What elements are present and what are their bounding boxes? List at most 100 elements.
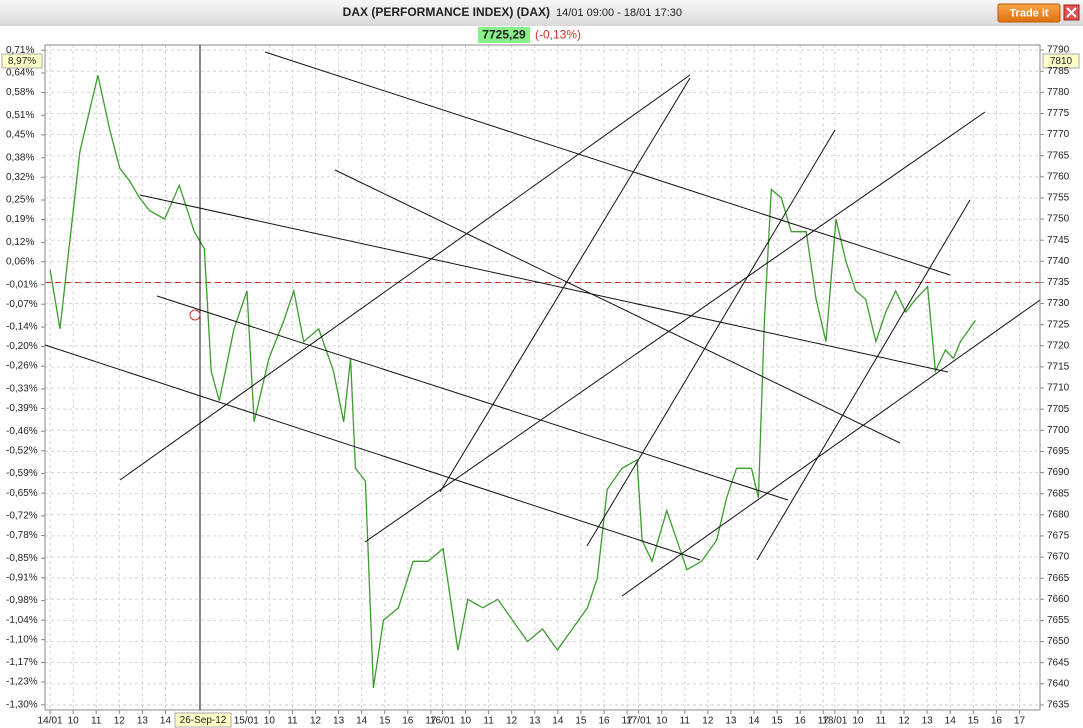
x-tick-label: 11: [91, 716, 102, 727]
y-tick-label: 7790: [1047, 45, 1070, 56]
trend-line: [621, 299, 1041, 597]
x-tick-label: 18/01: [822, 716, 847, 727]
x-tick-label: 13: [137, 716, 149, 727]
trend-line: [364, 111, 986, 543]
x-tick-label: 16: [402, 716, 414, 727]
price-box: [478, 27, 530, 43]
y-tick-label: 7785: [1047, 66, 1070, 77]
y-tick-label: 7780: [1047, 87, 1070, 98]
y-tick-label: 7685: [1047, 488, 1070, 499]
plot-frame: [44, 44, 1041, 711]
trend-line: [586, 129, 836, 547]
y2-tick-label: 0,58%: [6, 87, 34, 98]
y-tick-label: 7745: [1047, 235, 1070, 246]
y2-tick-label: 0,38%: [6, 152, 34, 163]
title-bar: [0, 0, 1083, 26]
y-tick-label: 7680: [1047, 509, 1070, 520]
y2-tick-label: -1,17%: [6, 657, 38, 668]
trend-line: [264, 51, 951, 276]
y2-tick-label: -0,01%: [6, 279, 38, 290]
x-tick-label: 13: [922, 716, 934, 727]
y-tick-label: 7775: [1047, 108, 1070, 119]
y-tick-label: 7770: [1047, 129, 1070, 140]
price-line: [49, 75, 976, 689]
y2-tick-label: 0,32%: [6, 172, 34, 183]
x-tick-label: 10: [460, 716, 472, 727]
y2-tick-label: -0,65%: [6, 488, 38, 499]
y-tick-label: 7715: [1047, 362, 1070, 373]
y2-tick-label: 0,71%: [6, 45, 34, 56]
x-tick-label: 15/01: [234, 716, 259, 727]
y-tick-label: 7660: [1047, 594, 1070, 605]
x-tick-label: 10: [656, 716, 668, 727]
x-tick-label: 12: [310, 716, 322, 727]
x-tick-label: 12: [702, 716, 714, 727]
x-tick-label: 14/01: [38, 716, 63, 727]
y2-tick-label: -1,10%: [6, 634, 38, 645]
x-tick-label: 17/01: [626, 716, 651, 727]
x-tick-label: 13: [333, 716, 345, 727]
x-tick-label: 10: [264, 716, 276, 727]
price-change: (-0,13%): [535, 28, 581, 42]
y2-tick-label: -0,52%: [6, 445, 38, 456]
last-price: 7725,29: [482, 28, 526, 42]
y2-tick-label: -0,98%: [6, 595, 38, 606]
x-tick-label: 15: [968, 716, 980, 727]
y-tick-label: 7725: [1047, 319, 1070, 330]
y-tick-label: 7665: [1047, 573, 1070, 584]
trend-line: [139, 194, 949, 373]
y2-tick-label: 0,06%: [6, 257, 34, 268]
trend-line: [44, 344, 701, 561]
x-tick-label: 15: [379, 716, 391, 727]
y-tick-label: 7635: [1047, 700, 1070, 711]
cursor-left: 8,97%: [8, 56, 36, 67]
y2-tick-label: -0,91%: [6, 572, 38, 583]
y-tick-label: 7710: [1047, 383, 1070, 394]
cursor-date-box: [174, 712, 232, 728]
y-tick-label: 7645: [1047, 657, 1070, 668]
x-tick-label: 16: [598, 716, 610, 727]
cursor-right: 7810: [1050, 56, 1073, 67]
trend-line: [119, 74, 691, 481]
y2-tick-label: -0,39%: [6, 403, 38, 414]
y-tick-label: 7755: [1047, 193, 1070, 204]
x-tick-label: 16/01: [430, 716, 455, 727]
date-range: 14/01 09:00 - 18/01 17:30: [556, 7, 682, 19]
x-tick-label: 17: [1014, 716, 1026, 727]
x-tick-label: 16: [795, 716, 807, 727]
trade-button-label[interactable]: Trade it: [1009, 7, 1048, 19]
x-tick-label: 17: [622, 716, 634, 727]
y2-tick-label: -0,14%: [6, 322, 38, 333]
y-tick-label: 7700: [1047, 425, 1070, 436]
x-tick-label: 10: [68, 716, 80, 727]
y2-tick-label: 0,25%: [6, 195, 34, 206]
trade-button[interactable]: [997, 3, 1061, 23]
y2-tick-label: 0,19%: [6, 214, 34, 225]
y-tick-label: 7650: [1047, 636, 1070, 647]
y2-tick-label: 0,45%: [6, 130, 34, 141]
y2-tick-label: -0,26%: [6, 361, 38, 372]
y2-tick-label: 0,51%: [6, 110, 34, 121]
y-tick-label: 7695: [1047, 446, 1070, 457]
x-tick-label: 15: [772, 716, 784, 727]
x-tick-label: 11: [876, 716, 887, 727]
trend-line: [756, 199, 971, 561]
x-tick-label: 16: [991, 716, 1003, 727]
y2-tick-label: -0,78%: [6, 530, 38, 541]
close-icon[interactable]: [1066, 7, 1077, 18]
y-tick-label: 7735: [1047, 277, 1070, 288]
y2-tick-label: -1,30%: [6, 699, 38, 710]
x-tick-label: 12: [506, 716, 518, 727]
x-tick-label: 10: [852, 716, 864, 727]
x-tick-label: 12: [114, 716, 126, 727]
y-tick-label: 7720: [1047, 340, 1070, 351]
y2-tick-label: 0,12%: [6, 237, 34, 248]
y2-tick-label: 0,64%: [6, 68, 34, 79]
x-tick-label: 14: [552, 716, 564, 727]
trend-lines: [44, 45, 1041, 710]
trend-line: [439, 77, 691, 493]
y-tick-label: 7670: [1047, 552, 1070, 563]
x-tick-label: 17: [425, 716, 437, 727]
x-tick-label: 14: [356, 716, 368, 727]
